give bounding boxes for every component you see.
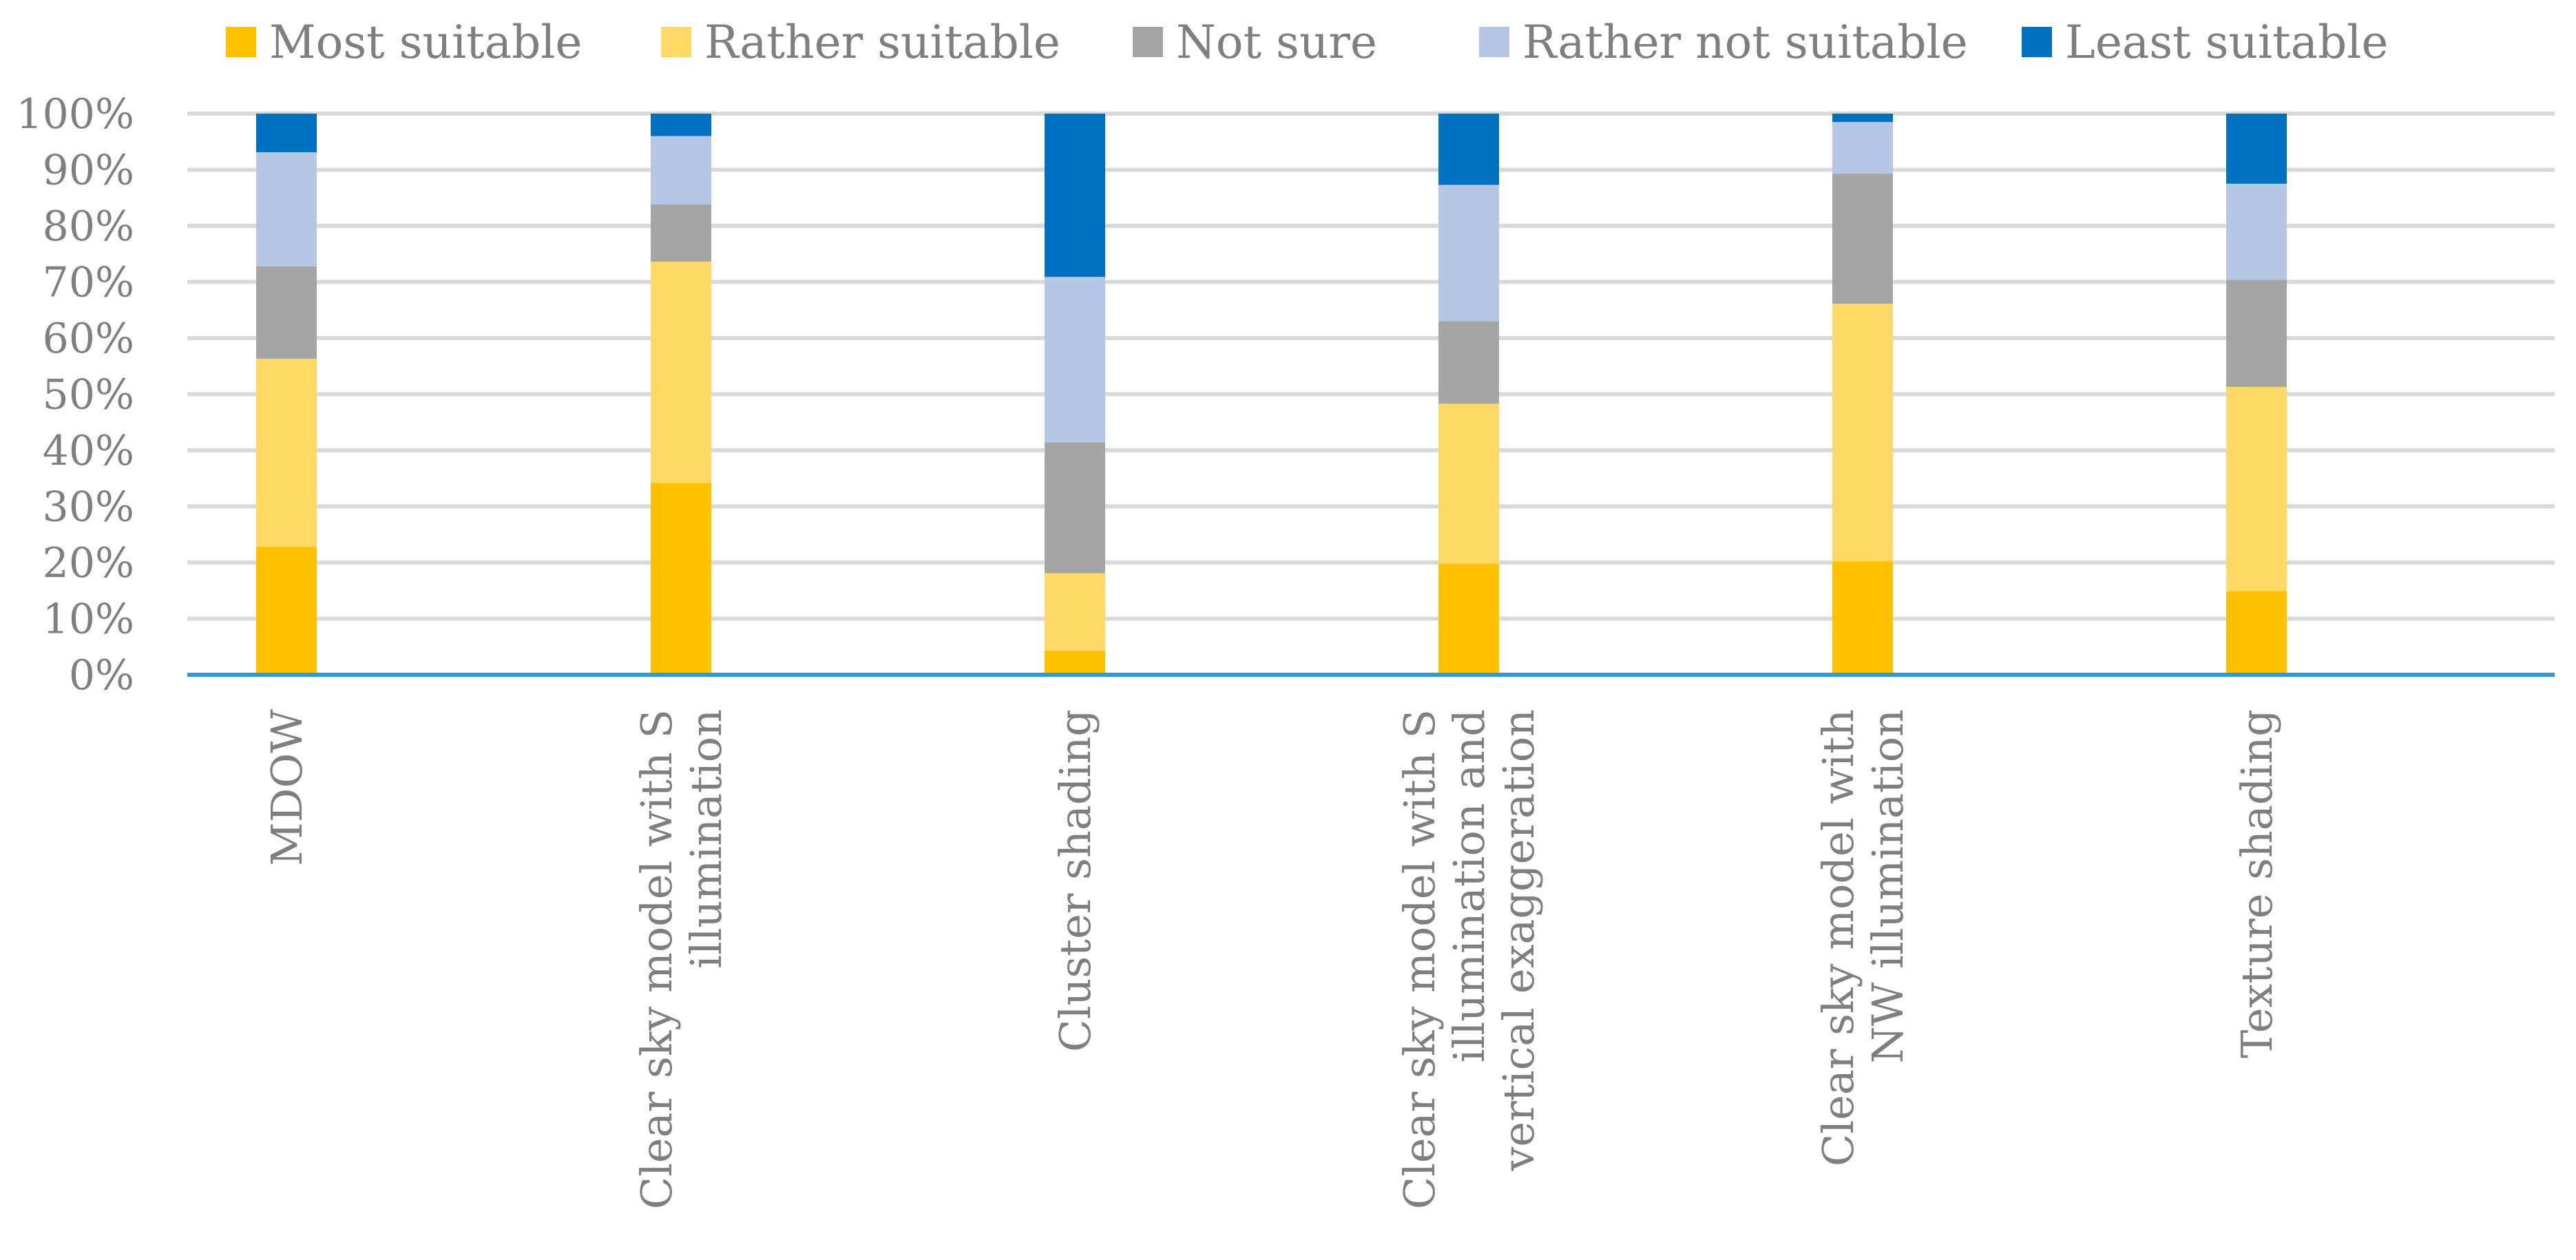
bar-segment-5-least-suitable [1832, 114, 1893, 123]
bar-segment-2-least-suitable [651, 114, 711, 136]
bar-segment-5-rather-suitable [1832, 304, 1893, 562]
y-tick-label-80: 80% [43, 202, 134, 251]
y-tick-label-50: 50% [43, 371, 134, 419]
bar-segment-2-most-suitable [651, 483, 711, 675]
legend-label: Not sure [1176, 16, 1377, 69]
bar-segment-5-rather-not-suitable [1832, 122, 1893, 174]
x-category-label-5-line-2: NW illumination [1863, 709, 1913, 1064]
legend-swatch [226, 27, 256, 57]
bar-segment-1-rather-not-suitable [256, 152, 317, 266]
gridlines [187, 112, 2555, 621]
legend-swatch [2022, 27, 2052, 57]
bar-segment-5-not-sure [1832, 174, 1893, 304]
y-tick-label-10: 10% [43, 596, 134, 644]
x-category-label-1: MDOW [262, 709, 312, 866]
x-category-label-6-line-1: Texture shading [2232, 709, 2282, 1058]
y-axis: 0% 10% 20% 30% 40% 50% 60% 70% 80% 90% 100% [16, 90, 134, 700]
bar-segment-6-rather-suitable [2226, 386, 2287, 591]
legend-item-most-suitable: Most suitable [226, 16, 582, 69]
y-tick-label-40: 40% [43, 427, 134, 475]
legend-swatch [661, 27, 691, 57]
bar-segment-2-rather-suitable [651, 262, 711, 483]
legend-label: Rather not suitable [1522, 16, 1968, 69]
bar-segment-6-rather-not-suitable [2226, 183, 2287, 280]
y-tick-label-30: 30% [43, 483, 134, 532]
bar-segment-6-not-sure [2226, 280, 2287, 387]
bar-segment-4-least-suitable [1438, 114, 1499, 185]
bar-segment-1-most-suitable [256, 547, 317, 675]
bar-segment-1-not-sure [256, 266, 317, 359]
bar-segment-3-most-suitable [1045, 650, 1105, 675]
x-category-label-2-line-2: illumination [681, 709, 731, 969]
legend-label: Rather suitable [704, 16, 1060, 69]
legend-swatch [1479, 27, 1509, 57]
bar-segment-1-least-suitable [256, 114, 317, 153]
y-tick-label-20: 20% [43, 539, 134, 587]
legend: Most suitable Rather suitable Not sure Rath… [226, 16, 2388, 69]
x-category-label-4-line-3: vertical exaggeration [1494, 709, 1544, 1172]
bar-segment-4-rather-suitable [1438, 403, 1499, 564]
legend-item-not-sure: Not sure [1133, 16, 1377, 69]
legend-item-least-suitable: Least suitable [2022, 16, 2388, 69]
legend-item-rather-suitable: Rather suitable [661, 16, 1060, 69]
bar-segment-5-most-suitable [1832, 561, 1893, 675]
x-category-label-3: Cluster shading [1050, 709, 1100, 1052]
bar-segment-4-most-suitable [1438, 563, 1499, 675]
x-category-label-5: Clear sky model with NW illumination [1813, 709, 1913, 1166]
bar-segment-2-not-sure [651, 204, 711, 262]
bar-segment-6-most-suitable [2226, 591, 2287, 675]
y-tick-label-70: 70% [43, 259, 134, 307]
legend-label: Least suitable [2065, 16, 2388, 69]
bar-segment-3-least-suitable [1045, 114, 1105, 277]
legend-label: Most suitable [269, 16, 582, 69]
y-tick-label-60: 60% [43, 315, 134, 363]
bar-segment-4-rather-not-suitable [1438, 185, 1499, 322]
bar-segment-3-rather-suitable [1045, 573, 1105, 651]
bar-segment-3-rather-not-suitable [1045, 277, 1105, 443]
y-tick-label-0: 0% [69, 651, 134, 700]
bar-segment-6-least-suitable [2226, 114, 2287, 184]
x-category-label-5-line-1: Clear sky model with [1813, 709, 1863, 1166]
x-category-label-3-line-1: Cluster shading [1050, 709, 1100, 1052]
x-category-label-4-line-2: illumination and [1444, 709, 1494, 1062]
x-category-label-1-line-1: MDOW [262, 709, 312, 866]
bars [256, 114, 2287, 675]
y-tick-label-100: 100% [16, 90, 134, 138]
bar-segment-1-rather-suitable [256, 359, 317, 547]
bar-segment-4-not-sure [1438, 321, 1499, 404]
x-category-label-6: Texture shading [2232, 709, 2282, 1058]
bar-segment-3-not-sure [1045, 442, 1105, 574]
x-category-label-4-line-1: Clear sky model with S [1394, 709, 1445, 1209]
legend-item-rather-not-suitable: Rather not suitable [1479, 16, 1968, 69]
x-category-label-2-line-1: Clear sky model with S [631, 709, 682, 1209]
y-tick-label-90: 90% [43, 147, 134, 195]
bar-segment-2-rather-not-suitable [651, 136, 711, 205]
legend-swatch [1133, 27, 1163, 57]
